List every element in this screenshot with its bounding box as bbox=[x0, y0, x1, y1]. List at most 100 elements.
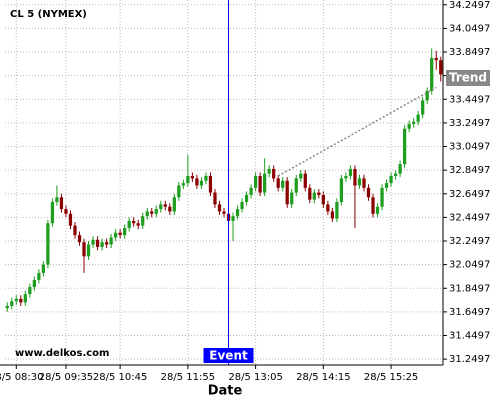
candle-body bbox=[68, 213, 73, 226]
candle-body bbox=[82, 242, 86, 257]
candle-body bbox=[366, 187, 371, 198]
candle-body bbox=[190, 176, 195, 179]
candle-body bbox=[64, 209, 68, 214]
candle-body bbox=[168, 206, 172, 212]
candle-body bbox=[181, 183, 185, 186]
x-tick-label: 28/5 10:45 bbox=[93, 372, 147, 383]
y-tick-label: 32.2497 bbox=[449, 236, 490, 247]
candle-body bbox=[375, 206, 380, 214]
x-tick-label: 28/5 14:15 bbox=[296, 372, 350, 383]
candle-body bbox=[136, 223, 140, 226]
candle-body bbox=[326, 204, 330, 212]
trend-label-box bbox=[446, 70, 490, 86]
candle-body bbox=[321, 194, 325, 205]
y-tick-label: 33.8497 bbox=[449, 47, 490, 58]
candle-body bbox=[312, 192, 316, 200]
candle-body bbox=[253, 176, 258, 188]
candle-body bbox=[55, 197, 59, 202]
candle-body bbox=[213, 192, 217, 205]
trend-label: Trend bbox=[449, 71, 487, 85]
candle-body bbox=[23, 294, 27, 303]
candle-body bbox=[123, 227, 127, 236]
candle-body bbox=[109, 237, 113, 245]
candle-body bbox=[204, 176, 208, 181]
candle-body bbox=[393, 173, 398, 177]
candle-body bbox=[330, 211, 334, 219]
candle-body bbox=[258, 176, 262, 193]
candle-body bbox=[348, 168, 353, 177]
candle-body bbox=[299, 173, 303, 179]
candle-body bbox=[407, 124, 411, 129]
candle-body bbox=[217, 204, 222, 212]
candle-body bbox=[240, 201, 244, 210]
candle-body bbox=[303, 173, 307, 188]
candle-body bbox=[127, 220, 131, 228]
y-tick-label: 33.0497 bbox=[449, 142, 490, 153]
candle-body bbox=[290, 192, 294, 205]
candle-body bbox=[159, 204, 163, 210]
candle-body bbox=[371, 197, 375, 214]
candle-body bbox=[380, 187, 384, 207]
y-tick-label: 31.2497 bbox=[449, 354, 490, 365]
candle-body bbox=[14, 298, 18, 302]
candle-body bbox=[145, 211, 149, 217]
candle-body bbox=[172, 197, 176, 212]
candle-body bbox=[19, 298, 23, 303]
candle-body bbox=[91, 239, 95, 245]
candle-body bbox=[86, 244, 91, 257]
grid bbox=[5, 0, 443, 365]
candle-body bbox=[132, 220, 136, 224]
candle-body bbox=[95, 239, 100, 247]
x-tick-label: 28/5 08:30 bbox=[0, 372, 44, 383]
candle-body bbox=[41, 264, 46, 273]
candle-body bbox=[100, 242, 104, 247]
y-tick-label: 31.6497 bbox=[449, 307, 490, 318]
candle-body bbox=[344, 176, 348, 179]
x-axis-title: Date bbox=[208, 384, 243, 399]
y-tick-label: 33.4497 bbox=[449, 94, 490, 105]
x-tick-label: 28/5 09:35 bbox=[39, 372, 93, 383]
candle-body bbox=[384, 183, 389, 188]
candle-body bbox=[150, 211, 154, 214]
candle-body bbox=[430, 57, 434, 91]
candle-body bbox=[46, 223, 50, 265]
candle-body bbox=[421, 100, 425, 115]
candle-body bbox=[114, 232, 118, 238]
candle-body bbox=[163, 204, 167, 207]
candle-body bbox=[416, 114, 420, 122]
y-tick-label: 33.2497 bbox=[449, 118, 490, 129]
x-tick-label: 28/5 13:05 bbox=[228, 372, 282, 383]
candle-body bbox=[199, 180, 204, 186]
candle-body bbox=[339, 178, 344, 202]
candle-body bbox=[5, 305, 9, 309]
candle-body bbox=[263, 173, 267, 193]
candle-body bbox=[276, 178, 280, 188]
candle-body bbox=[141, 216, 145, 226]
candle-body bbox=[77, 235, 82, 243]
candle-body bbox=[439, 60, 443, 75]
candle-body bbox=[235, 209, 240, 217]
candle-body bbox=[50, 201, 55, 224]
candle-body bbox=[402, 128, 407, 165]
candle-body bbox=[73, 225, 77, 236]
candle-body bbox=[10, 301, 14, 306]
candle-body bbox=[28, 287, 32, 295]
y-tick-label: 34.2497 bbox=[449, 0, 490, 11]
candle-body bbox=[353, 168, 357, 186]
event-label-box bbox=[203, 348, 254, 363]
candle-body bbox=[425, 90, 429, 101]
x-tick-label: 28/5 15:25 bbox=[364, 372, 418, 383]
candle-body bbox=[104, 242, 109, 245]
candle-body bbox=[294, 178, 298, 193]
y-tick-label: 32.6497 bbox=[449, 189, 490, 200]
candle-body bbox=[434, 57, 438, 61]
chart-title: CL 5 (NYMEX) bbox=[10, 9, 87, 20]
candle-body bbox=[32, 279, 36, 288]
candles bbox=[5, 48, 443, 312]
watermark: www.delkos.com bbox=[15, 348, 109, 359]
candle-body bbox=[118, 232, 122, 236]
candle-body bbox=[285, 180, 289, 205]
candle-body bbox=[244, 194, 249, 202]
candle-body bbox=[222, 211, 226, 214]
